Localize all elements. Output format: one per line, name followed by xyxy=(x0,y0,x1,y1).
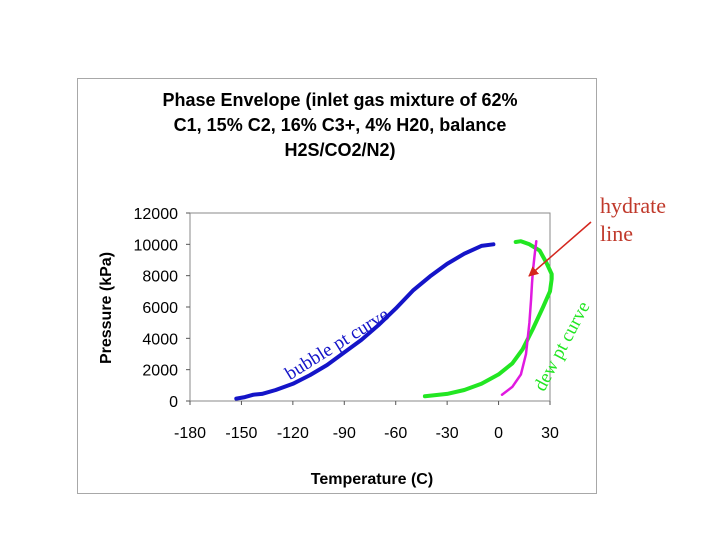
x-tick-label: -30 xyxy=(436,425,459,442)
chart-title-line-2: C1, 15% C2, 16% C3+, 4% H20, balance xyxy=(173,115,507,135)
x-axis-ticks: -180 -150 -120 -90 -60 -30 0 30 xyxy=(174,401,559,442)
y-tick-label: 10000 xyxy=(134,237,179,254)
series-lines xyxy=(234,239,554,401)
y-tick-label: 4000 xyxy=(142,331,178,348)
y-tick-label: 2000 xyxy=(142,363,178,380)
hydrate-annotation-line-1: hydrate xyxy=(600,193,666,218)
x-tick-label: -90 xyxy=(333,425,356,442)
hydrate-arrow xyxy=(528,221,592,277)
chart-title-line-1: Phase Envelope (inlet gas mixture of 62% xyxy=(162,90,518,110)
bubble-point-curve xyxy=(234,242,496,401)
hydrate-curve xyxy=(500,239,538,396)
x-tick-label: 30 xyxy=(541,425,559,442)
x-tick-label: -150 xyxy=(225,425,257,442)
y-tick-label: 8000 xyxy=(142,269,178,286)
x-tick-label: 0 xyxy=(494,425,503,442)
hydrate-annotation-line-2: line xyxy=(600,221,633,246)
chart-title: Phase Envelope (inlet gas mixture of 62%… xyxy=(100,88,580,163)
y-axis-label: Pressure (kPa) xyxy=(98,252,115,364)
x-tick-label: -180 xyxy=(174,425,206,442)
x-tick-label: -60 xyxy=(384,425,407,442)
y-tick-label: 6000 xyxy=(142,300,178,317)
x-tick-label: -120 xyxy=(277,425,309,442)
y-tick-label: 0 xyxy=(169,394,178,411)
y-tick-label: 12000 xyxy=(134,206,179,223)
chart-title-line-3: H2S/CO2/N2) xyxy=(284,140,396,160)
y-axis-ticks: 0 2000 4000 6000 8000 10000 12000 xyxy=(134,206,190,411)
plot-border xyxy=(189,212,551,402)
plot-area xyxy=(189,212,551,402)
x-axis-label: Temperature (C) xyxy=(311,471,433,488)
